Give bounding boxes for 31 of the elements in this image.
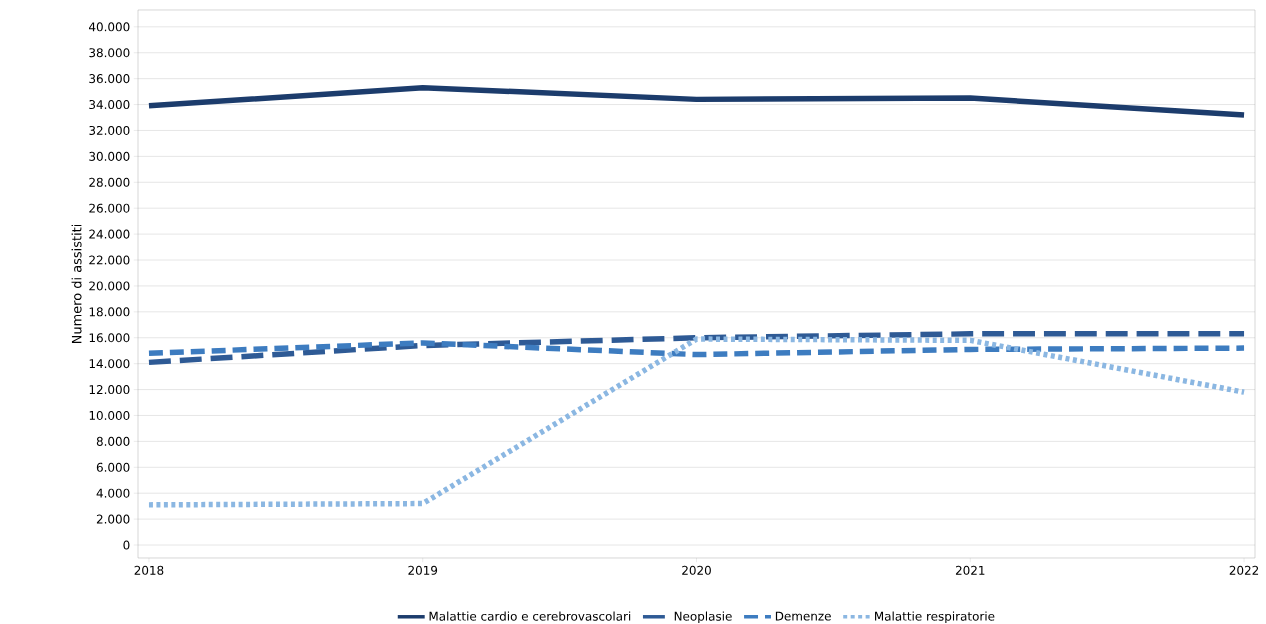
x-tick-label: 2022: [1229, 565, 1259, 575]
y-tick-label: 34.000: [89, 100, 130, 110]
y-tick-label: 20.000: [89, 281, 130, 291]
y-tick-label: 18.000: [89, 307, 130, 317]
y-tick-label: 10.000: [89, 410, 130, 420]
y-tick-label: 26.000: [89, 203, 130, 213]
y-tick-label: 2.000: [96, 514, 130, 524]
y-tick-label: 40.000: [89, 22, 130, 32]
y-tick-label: 30.000: [89, 151, 130, 161]
x-tick-label: 2019: [408, 565, 438, 575]
y-tick-label: 14.000: [89, 359, 130, 369]
y-tick-label: 36.000: [89, 74, 130, 84]
y-tick-label: 32.000: [89, 125, 130, 135]
legend-label: Malattie respiratorie: [875, 611, 995, 624]
y-tick-label: 24.000: [89, 229, 130, 239]
y-tick-label: 6.000: [96, 462, 130, 472]
legend-label: Malattie cardio e cerebrovascolari: [429, 611, 631, 621]
y-axis-title: Numero di assistiti: [71, 224, 82, 344]
y-tick-label: 4.000: [96, 488, 130, 498]
y-tick-label: 12.000: [89, 385, 130, 395]
y-tick-label: 16.000: [89, 333, 130, 343]
x-tick-label: 2021: [955, 565, 985, 575]
x-tick-label: 2020: [682, 565, 711, 575]
x-tick-label: 2018: [134, 565, 164, 575]
y-tick-label: 38.000: [89, 48, 130, 58]
y-tick-label: 28.000: [89, 177, 130, 187]
legend-label: Demenze: [775, 611, 831, 621]
y-tick-label: 8.000: [96, 436, 130, 446]
legend-label: Neoplasie: [674, 611, 732, 624]
y-tick-label: 22.000: [89, 255, 130, 265]
y-tick-label: 0: [123, 540, 130, 550]
